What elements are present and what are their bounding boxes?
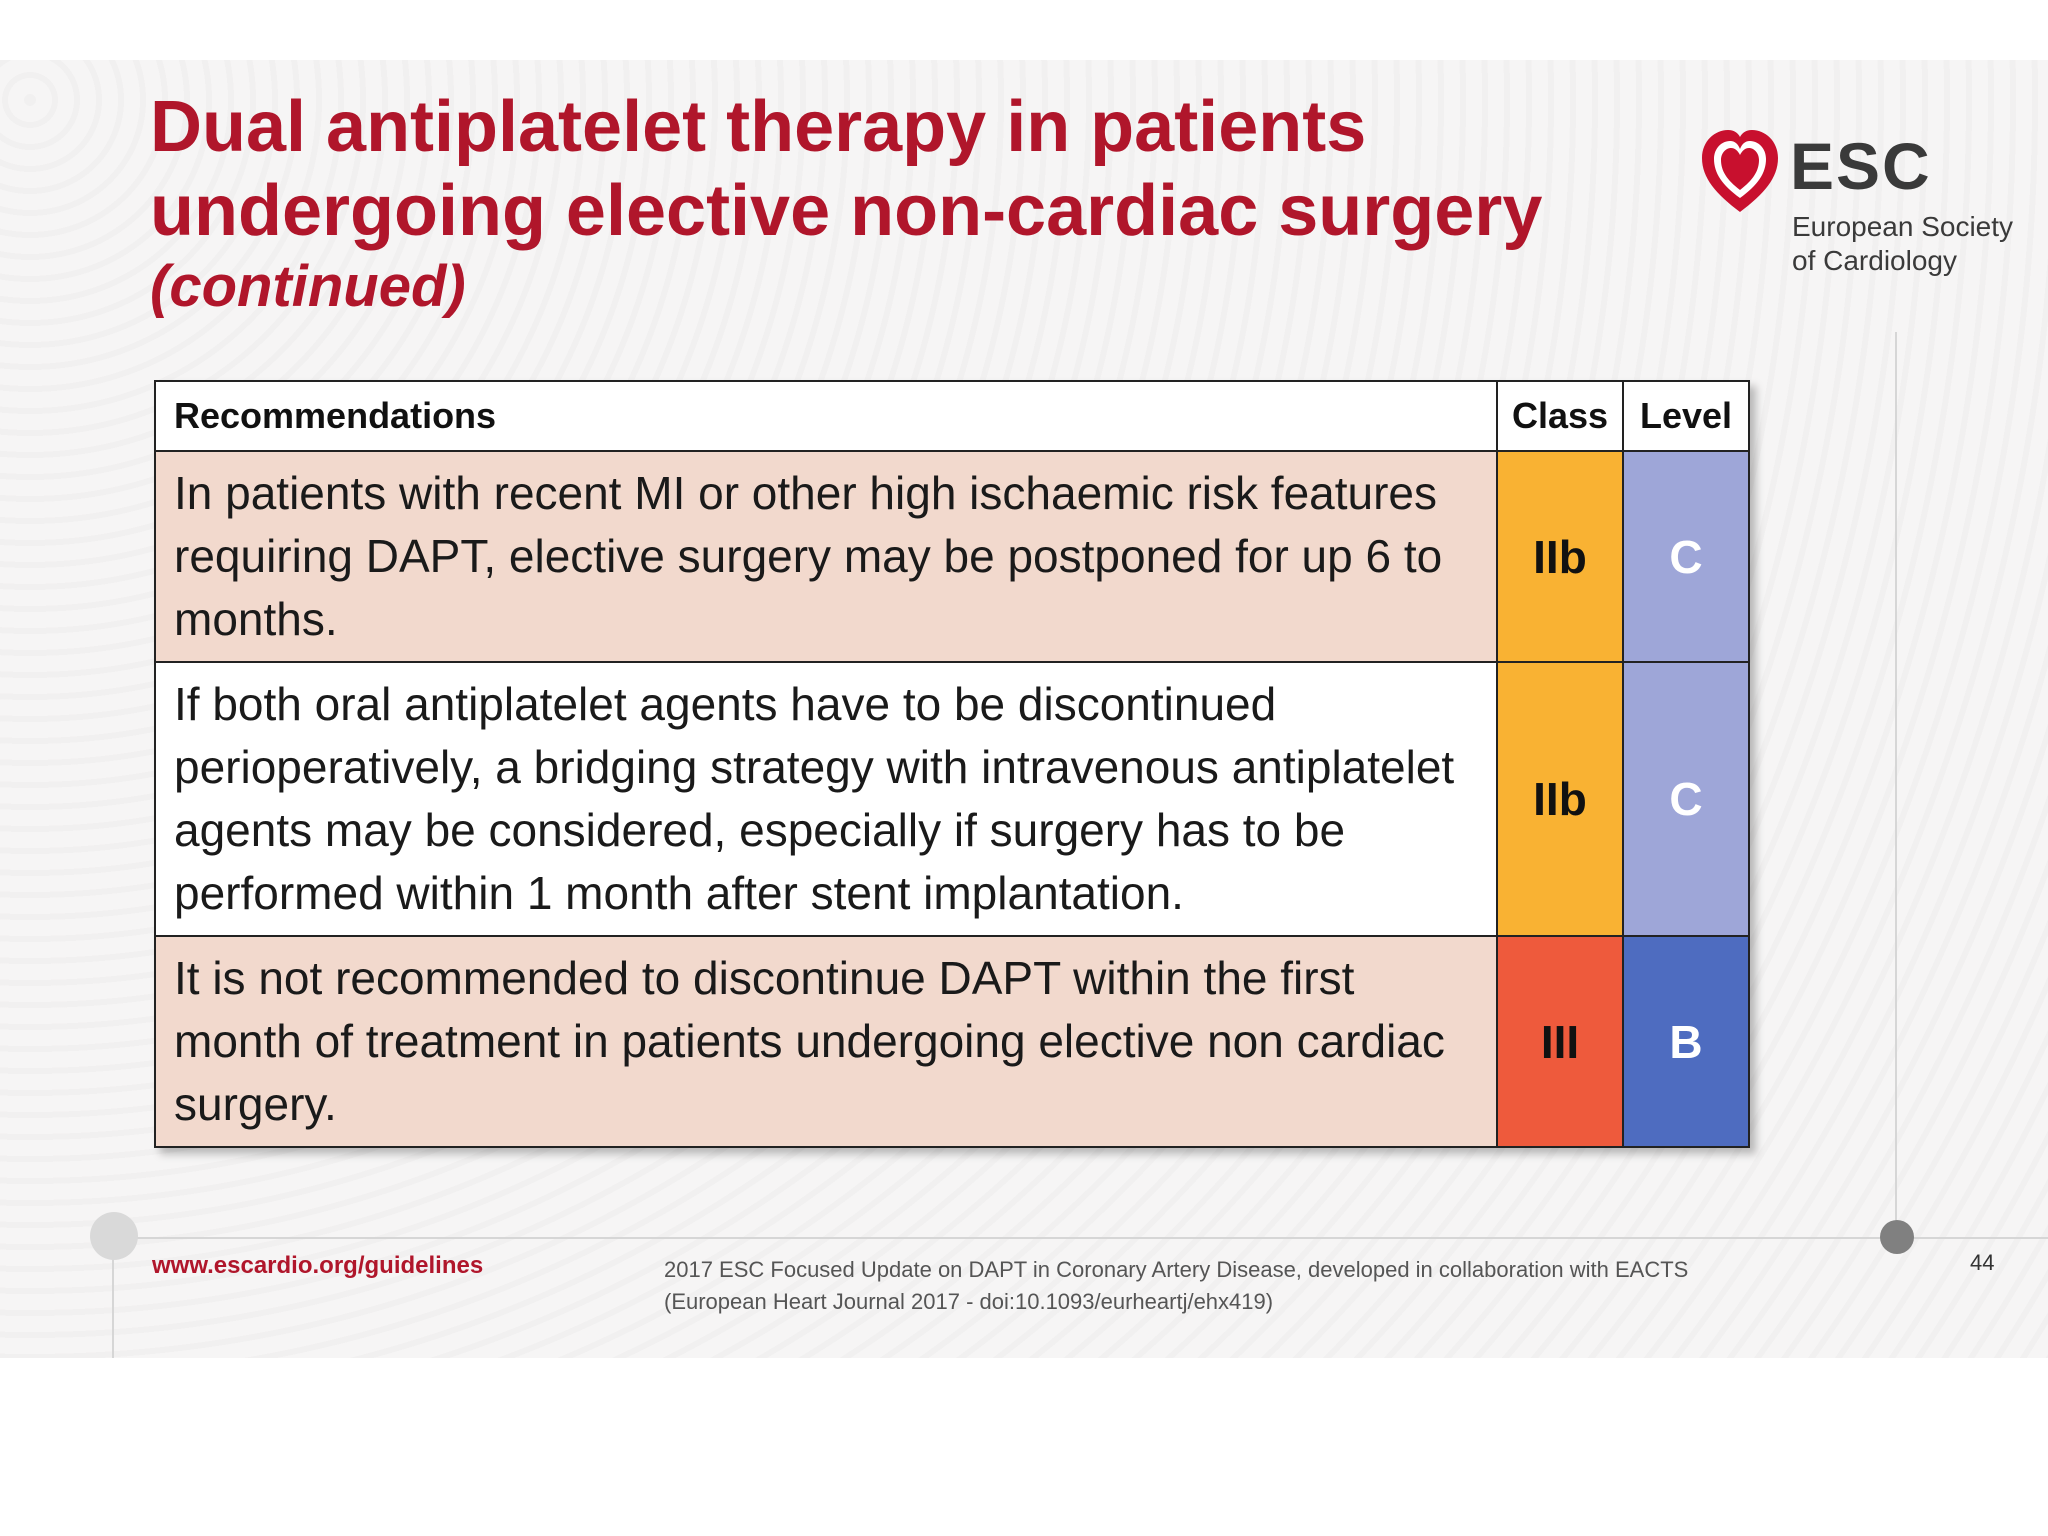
esc-logo: ESC European Society of Cardiology xyxy=(1700,128,2013,288)
class-cell: IIb xyxy=(1496,450,1624,663)
heart-logo-icon xyxy=(1702,130,1778,212)
slide-subtitle: (continued) xyxy=(150,254,466,319)
header-class: Class xyxy=(1496,380,1624,452)
logo-subtitle: European Society of Cardiology xyxy=(1792,210,2022,278)
table-row: If both oral antiplatelet agents have to… xyxy=(154,661,1750,937)
logo-subtitle-line-1: European Society xyxy=(1792,211,2014,242)
level-cell: C xyxy=(1622,661,1750,937)
recommendation-text: If both oral antiplatelet agents have to… xyxy=(154,661,1498,937)
left-divider xyxy=(112,1238,114,1358)
footer-url: www.escardio.org/guidelines xyxy=(152,1252,484,1279)
footer-citation: 2017 ESC Focused Update on DAPT in Coron… xyxy=(664,1254,1864,1318)
footer-dot-left xyxy=(90,1212,138,1260)
citation-line-2: (European Heart Journal 2017 - doi:10.10… xyxy=(664,1289,1274,1314)
title-line-2: undergoing elective non-cardiac surgery xyxy=(150,171,1543,251)
table-row: In patients with recent MI or other high… xyxy=(154,450,1750,663)
table-row: It is not recommended to discontinue DAP… xyxy=(154,935,1750,1148)
table-header-row: Recommendations Class Level xyxy=(154,380,1750,452)
right-divider xyxy=(1895,332,1897,1238)
logo-name: ESC xyxy=(1790,129,1932,203)
footer-dot-right xyxy=(1880,1220,1914,1254)
slide: Dual antiplatelet therapy in patients un… xyxy=(0,60,2048,1358)
level-cell: B xyxy=(1622,935,1750,1148)
title-line-1: Dual antiplatelet therapy in patients xyxy=(150,87,1367,167)
citation-line-1: 2017 ESC Focused Update on DAPT in Coron… xyxy=(664,1257,1689,1282)
level-cell: C xyxy=(1622,450,1750,663)
class-cell: III xyxy=(1496,935,1624,1148)
header-recommendations: Recommendations xyxy=(154,380,1498,452)
class-cell: IIb xyxy=(1496,661,1624,937)
page-number: 44 xyxy=(1970,1250,1995,1275)
recommendations-table: Recommendations Class Level In patients … xyxy=(154,380,1750,1148)
recommendation-text: It is not recommended to discontinue DAP… xyxy=(154,935,1498,1148)
header-level: Level xyxy=(1622,380,1750,452)
slide-title: Dual antiplatelet therapy in patients un… xyxy=(150,85,1650,253)
logo-subtitle-line-2: of Cardiology xyxy=(1792,245,1957,276)
footer-divider xyxy=(112,1237,2048,1239)
recommendation-text: In patients with recent MI or other high… xyxy=(154,450,1498,663)
